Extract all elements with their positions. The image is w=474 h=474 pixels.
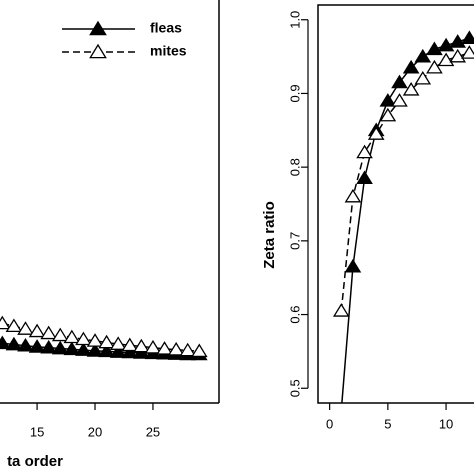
- y-tick-label: 0.5: [287, 379, 302, 397]
- marker: [179, 342, 197, 357]
- marker: [75, 331, 92, 346]
- marker: [437, 37, 455, 52]
- plot-area: [0, 315, 208, 361]
- legend-marker: [89, 43, 107, 59]
- x-tick-label: 10: [439, 416, 453, 431]
- marker: [63, 329, 81, 344]
- y-axis-title: Zeta ratio: [261, 201, 278, 269]
- marker: [98, 343, 115, 358]
- legend-label: mites: [150, 43, 187, 59]
- marker: [121, 344, 139, 359]
- marker: [402, 82, 420, 96]
- marker: [356, 144, 373, 159]
- marker: [5, 318, 23, 333]
- marker: [109, 336, 127, 350]
- marker: [144, 339, 162, 354]
- marker: [51, 327, 69, 342]
- marker: [86, 333, 104, 347]
- marker: [28, 339, 46, 353]
- marker: [17, 337, 34, 352]
- legend-label: fleas: [150, 20, 182, 36]
- marker: [98, 334, 115, 349]
- marker: [379, 107, 397, 122]
- marker: [121, 337, 139, 352]
- x-tick-label: 25: [146, 424, 160, 439]
- marker: [379, 93, 397, 107]
- marker: [341, 402, 342, 403]
- marker: [156, 341, 173, 355]
- marker: [414, 70, 432, 85]
- y-tick-label: 1.0: [287, 11, 302, 29]
- marker: [332, 303, 350, 317]
- marker: [86, 343, 104, 357]
- frame: [317, 4, 474, 404]
- marker: [133, 338, 150, 353]
- x-tick-label: 20: [88, 424, 102, 439]
- marker: [391, 93, 408, 107]
- plot-area: [332, 30, 474, 403]
- x-tick-label: 5: [384, 416, 391, 431]
- y-tick-label: 0.9: [287, 84, 302, 102]
- marker: [402, 59, 420, 74]
- x-tick-label: 15: [30, 424, 44, 439]
- marker: [75, 342, 92, 356]
- marker: [426, 59, 443, 74]
- marker: [356, 170, 373, 185]
- marker: [63, 341, 81, 356]
- marker: [437, 52, 455, 67]
- marker: [391, 74, 408, 89]
- marker: [40, 325, 57, 340]
- legend-marker: [89, 20, 107, 36]
- x-tick-label: 0: [326, 416, 333, 431]
- y-tick-label: 0.8: [287, 158, 302, 176]
- marker: [0, 315, 11, 330]
- marker: [51, 340, 69, 355]
- marker: [449, 34, 467, 48]
- marker: [367, 126, 385, 140]
- marker: [5, 336, 23, 351]
- marker: [109, 344, 127, 358]
- x-axis-title: ta order: [7, 453, 63, 470]
- marker: [414, 48, 432, 63]
- marker: [17, 321, 34, 335]
- marker: [40, 339, 57, 354]
- marker: [0, 335, 11, 350]
- marker: [28, 323, 46, 338]
- marker: [426, 41, 443, 56]
- marker: [190, 343, 208, 358]
- marker: [344, 258, 362, 273]
- marker: [461, 30, 474, 45]
- marker: [344, 188, 362, 203]
- y-tick-label: 0.6: [287, 306, 302, 324]
- marker: [167, 341, 185, 356]
- marker: [449, 48, 467, 63]
- marker: [461, 45, 474, 59]
- y-tick-label: 0.7: [287, 232, 302, 250]
